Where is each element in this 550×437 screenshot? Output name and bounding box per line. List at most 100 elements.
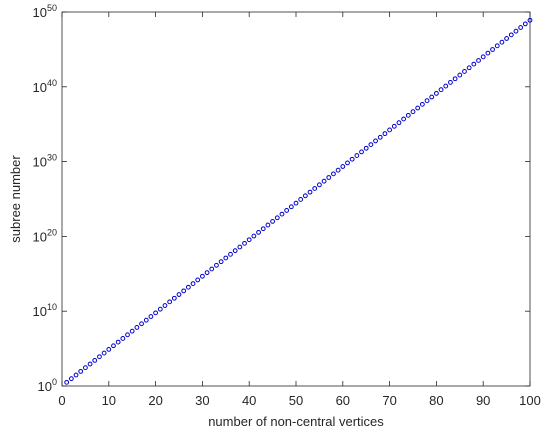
marker xyxy=(410,109,416,115)
marker xyxy=(307,189,313,195)
y-tick-label: 100 xyxy=(38,377,57,394)
marker xyxy=(288,204,294,210)
x-tick-label: 100 xyxy=(519,393,541,408)
marker xyxy=(391,123,397,129)
marker xyxy=(387,127,393,133)
marker xyxy=(368,142,374,147)
marker xyxy=(485,50,491,56)
marker xyxy=(415,105,421,111)
marker xyxy=(228,251,233,257)
marker xyxy=(251,233,257,239)
marker xyxy=(462,69,467,74)
marker xyxy=(401,116,407,122)
x-axis-label: number of non-central vertices xyxy=(208,414,384,429)
x-tick-label: 90 xyxy=(476,393,490,408)
marker xyxy=(494,43,500,49)
marker xyxy=(340,164,346,169)
marker xyxy=(354,153,360,158)
marker xyxy=(64,379,70,385)
tick-exponent: 50 xyxy=(47,3,57,13)
marker xyxy=(73,372,79,378)
marker xyxy=(143,317,149,323)
marker xyxy=(504,36,510,41)
marker xyxy=(345,160,350,166)
marker xyxy=(200,273,205,279)
marker xyxy=(349,156,355,162)
marker xyxy=(129,328,135,334)
x-tick-label: 30 xyxy=(195,393,209,408)
x-tick-label: 40 xyxy=(242,393,256,408)
marker xyxy=(480,54,486,60)
marker xyxy=(218,259,224,265)
marker xyxy=(522,21,528,27)
marker xyxy=(331,171,336,177)
marker xyxy=(429,94,435,100)
x-tick-label: 50 xyxy=(289,393,303,408)
marker xyxy=(326,175,332,180)
marker xyxy=(148,314,154,319)
marker xyxy=(242,240,247,246)
marker xyxy=(232,248,238,254)
tick-base: 10 xyxy=(33,5,47,20)
marker xyxy=(92,357,98,363)
marker xyxy=(139,321,144,327)
marker xyxy=(214,262,219,268)
x-tick-label: 10 xyxy=(102,393,116,408)
tick-exponent: 10 xyxy=(47,302,57,312)
marker xyxy=(68,376,74,382)
y-tick-label: 1030 xyxy=(33,153,57,170)
marker xyxy=(373,138,378,144)
axes-box xyxy=(61,11,531,387)
y-tick-label: 1050 xyxy=(33,3,57,20)
marker xyxy=(237,244,243,250)
marker xyxy=(125,332,130,338)
marker xyxy=(274,215,280,221)
tick-base: 10 xyxy=(33,155,47,170)
marker xyxy=(293,200,299,206)
x-tick-label: 60 xyxy=(336,393,350,408)
marker xyxy=(527,17,533,23)
marker xyxy=(377,134,383,140)
marker xyxy=(120,336,126,341)
marker xyxy=(359,149,364,155)
marker xyxy=(466,65,472,71)
y-tick-label: 1010 xyxy=(33,302,57,319)
marker xyxy=(424,98,430,104)
marker xyxy=(97,354,102,360)
marker xyxy=(162,303,168,308)
x-tick-label: 0 xyxy=(58,393,65,408)
marker xyxy=(106,347,112,352)
marker xyxy=(101,350,107,356)
marker xyxy=(335,167,341,173)
marker xyxy=(260,226,266,232)
marker xyxy=(490,47,495,52)
marker xyxy=(87,361,93,367)
marker xyxy=(157,306,163,312)
marker xyxy=(405,112,411,118)
marker xyxy=(476,58,481,63)
tick-base: 10 xyxy=(33,80,47,95)
marker xyxy=(284,208,290,213)
marker xyxy=(171,295,177,301)
marker xyxy=(209,266,215,272)
tick-exponent: 0 xyxy=(52,377,57,387)
marker xyxy=(518,25,524,30)
x-tick-label: 70 xyxy=(382,393,396,408)
marker xyxy=(434,90,439,96)
marker xyxy=(204,270,210,276)
marker xyxy=(457,72,463,78)
x-tick-label: 80 xyxy=(429,393,443,408)
marker xyxy=(279,211,285,217)
marker xyxy=(176,292,182,297)
y-tick-label: 1040 xyxy=(33,78,57,95)
marker xyxy=(312,186,318,191)
marker xyxy=(167,299,173,305)
marker xyxy=(438,87,444,93)
tick-base: 10 xyxy=(38,379,52,394)
marker xyxy=(265,222,271,228)
tick-exponent: 30 xyxy=(47,153,57,163)
marker xyxy=(223,255,229,261)
marker xyxy=(448,79,453,85)
tick-exponent: 40 xyxy=(47,78,57,88)
